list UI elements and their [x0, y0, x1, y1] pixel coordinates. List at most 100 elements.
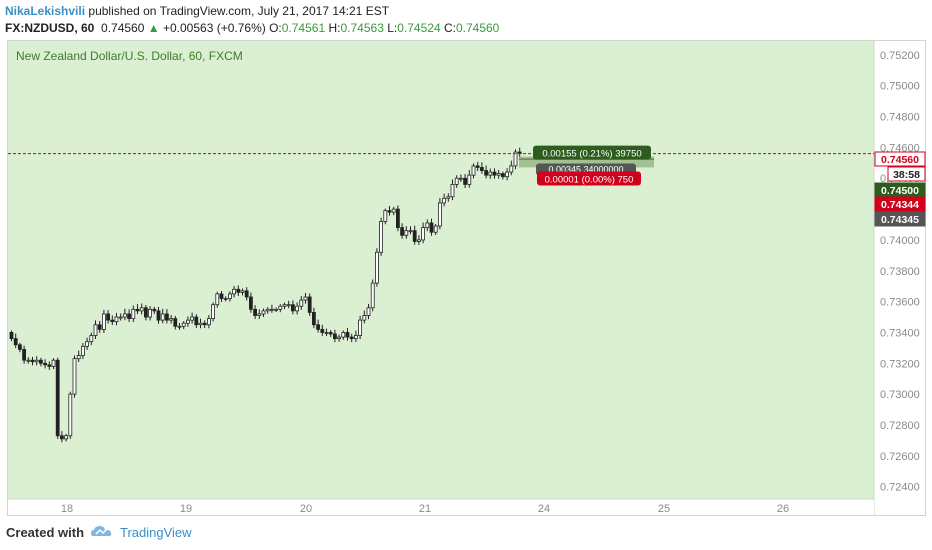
candle-body [89, 335, 94, 343]
candle-body [463, 177, 468, 185]
candle-body [370, 282, 375, 309]
target-label-box [533, 145, 651, 160]
candle-body [446, 196, 451, 199]
price-tag-label: 0.74345 [881, 214, 919, 226]
footer: Created with TradingView [6, 524, 192, 541]
symbol-label[interactable]: FX:NZDUSD, 60 [5, 21, 95, 35]
x-tick-label: 21 [419, 503, 431, 515]
candle-body [316, 324, 321, 330]
candle-body [479, 167, 484, 171]
y-tick-label: 0.73600 [880, 297, 920, 309]
x-tick-label: 20 [300, 503, 312, 515]
candle-body [387, 210, 392, 213]
candle-body [211, 304, 216, 319]
candle-body [450, 184, 455, 198]
candle-body [26, 359, 31, 362]
candle-body [194, 316, 199, 326]
y-tick-label: 0.73800 [880, 266, 920, 278]
ohlc-line: FX:NZDUSD, 60 0.74560 ▲ +0.00563 (+0.76%… [5, 20, 499, 37]
candle-body [190, 316, 195, 321]
candle-body [143, 307, 148, 318]
y-tick-label: 0.74000 [880, 235, 920, 247]
candle-body [22, 349, 27, 361]
candle-body [383, 210, 388, 222]
candle-body [282, 304, 287, 307]
published-text: published on TradingView.com, July 21, 2… [88, 4, 390, 18]
candle-body [358, 319, 363, 336]
candle-body [97, 324, 102, 330]
candle-body [311, 312, 316, 326]
overlay-label: 0.00345 34000000 [548, 164, 623, 174]
price-tag-box [874, 151, 926, 167]
candle-body [366, 307, 371, 316]
target-label: 0.00155 (0.21%) 39750 [542, 149, 641, 160]
x-tick-label: 19 [180, 503, 192, 515]
candle-body [337, 336, 342, 340]
x-tick-label: 18 [61, 503, 73, 515]
y-tick-label: 0.73000 [880, 389, 920, 401]
candle-body [17, 344, 22, 350]
candle-body [181, 322, 186, 327]
candle-body [51, 359, 56, 367]
candle-body [492, 171, 497, 176]
candle-body [160, 313, 165, 321]
candle-body [341, 332, 346, 338]
candle-body [123, 313, 127, 318]
candle-body [39, 359, 43, 364]
candle-body [286, 304, 291, 307]
candle-body [148, 308, 153, 318]
candle-body [244, 290, 249, 298]
candle-body [269, 308, 274, 311]
candle-body [374, 251, 379, 284]
y-tick-label: 0.73400 [880, 327, 920, 339]
candle-body [64, 435, 68, 440]
candle-body [437, 202, 442, 227]
price-tag-box [887, 166, 926, 182]
candle-body [505, 171, 510, 178]
candle-body [198, 322, 203, 326]
author-link[interactable]: NikaLekishvili [5, 4, 86, 18]
high-label: H: [328, 21, 341, 35]
candle-body [290, 304, 295, 312]
price-tag-box [874, 196, 926, 212]
candle-body [223, 298, 228, 300]
stop-label-box [537, 171, 641, 186]
candle-body [404, 230, 409, 236]
y-tick-label: 0.73200 [880, 358, 920, 370]
candle-body [173, 318, 178, 327]
candle-body [513, 151, 518, 167]
candle-body [261, 310, 266, 315]
candle-body [416, 239, 421, 242]
chart-header: NikaLekishvili published on TradingView.… [5, 3, 499, 37]
publish-line: NikaLekishvili published on TradingView.… [5, 3, 499, 20]
candle-body [408, 230, 413, 233]
candle-body [47, 364, 52, 367]
price-axis-panel[interactable] [874, 41, 925, 499]
change-value: +0.00563 (+0.76%) [162, 21, 266, 35]
x-tick-label: 25 [658, 503, 670, 515]
candle-body [13, 338, 18, 346]
time-axis-panel[interactable] [8, 499, 874, 515]
price-tag-box [874, 211, 926, 227]
created-with-text: Created with [6, 525, 85, 540]
candle-body [257, 313, 262, 316]
change-arrow-icon: ▲ [147, 21, 160, 35]
plot-area[interactable] [8, 41, 874, 499]
tradingview-logo-icon[interactable] [90, 524, 114, 541]
x-axis-ticks: 18 19 20 21 24 25 26 [61, 503, 789, 515]
tradingview-brand[interactable]: TradingView [120, 525, 192, 540]
candle-body [379, 221, 384, 253]
y-tick-label: 0.72600 [880, 451, 920, 463]
candle-body [177, 325, 182, 328]
candle-body [353, 335, 358, 340]
close-label: C: [443, 21, 456, 35]
candle-body [307, 296, 312, 313]
y-tick-label: 0.75200 [880, 50, 920, 62]
y-tick-label: 0.72400 [880, 482, 920, 494]
position-tool: 0.00155 (0.21%) 39750 0.00345 340000000.0… [519, 145, 654, 186]
low-value: 0.74524 [397, 21, 441, 35]
candle-body [139, 307, 144, 312]
price-tag-label: 0.74560 [881, 154, 919, 166]
y-tick-label: 0.74600 [880, 142, 920, 154]
